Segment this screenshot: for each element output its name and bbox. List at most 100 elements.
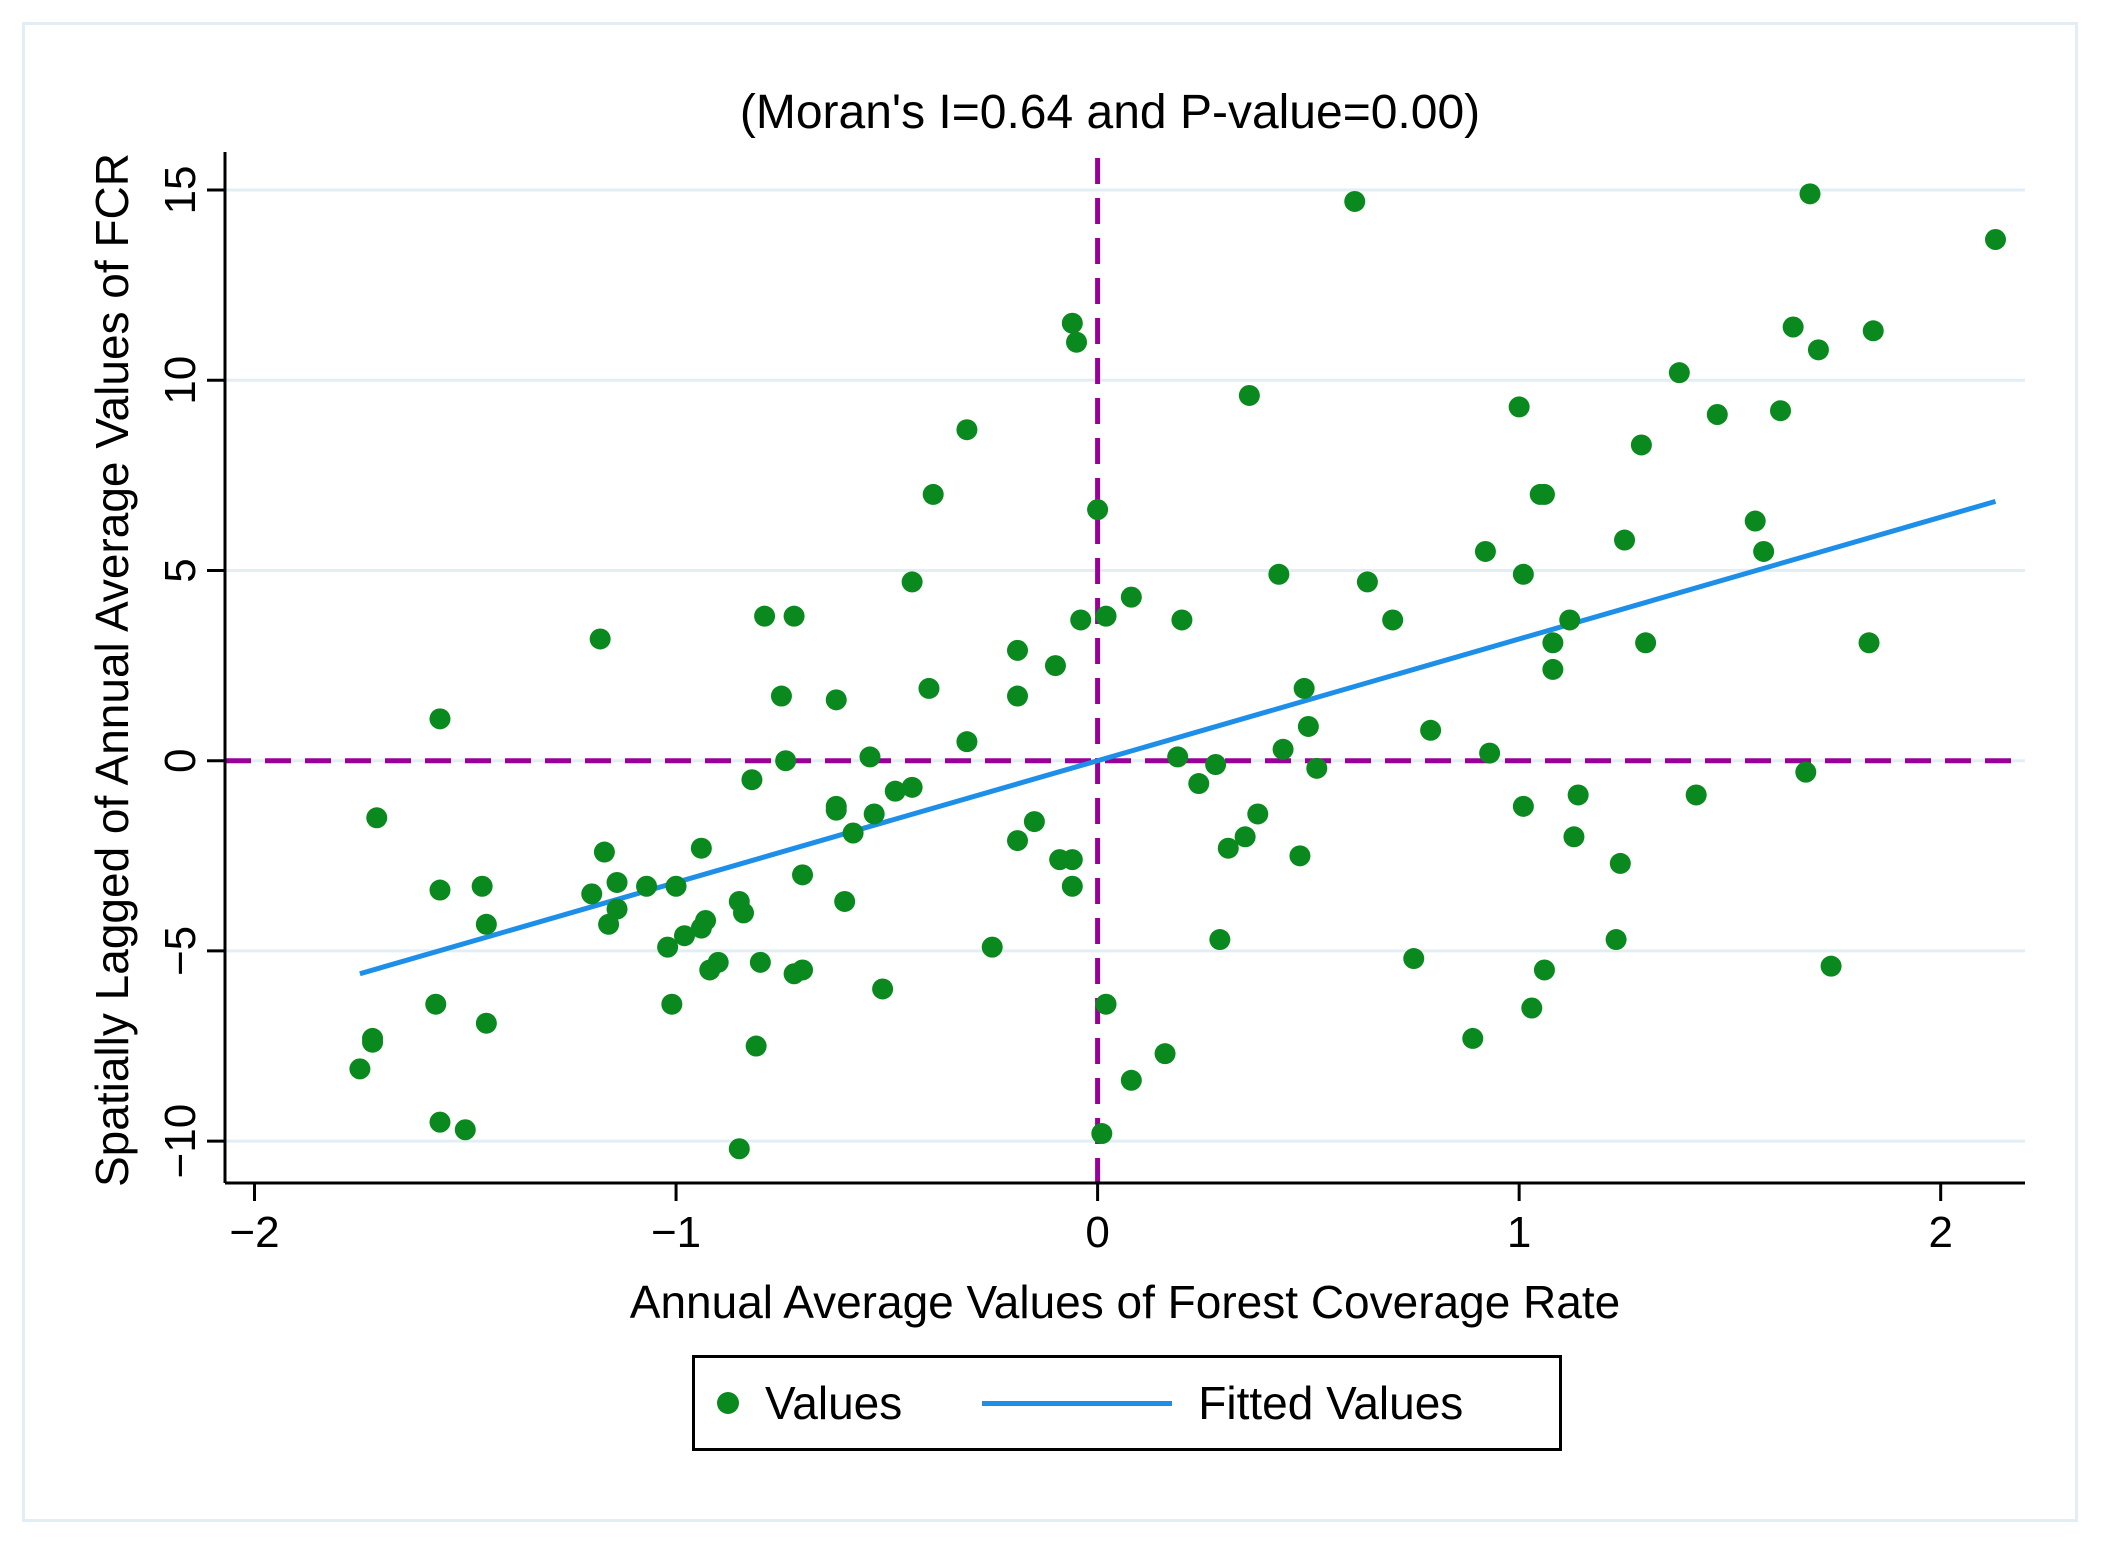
data-point xyxy=(636,875,658,897)
data-point xyxy=(956,731,978,753)
data-point xyxy=(1563,826,1585,848)
data-point xyxy=(1462,1027,1484,1049)
data-point xyxy=(1247,803,1269,825)
data-point xyxy=(770,685,792,707)
data-point xyxy=(475,913,497,935)
y-tick-label: 15 xyxy=(156,166,205,215)
x-tick-label: −2 xyxy=(229,1208,279,1257)
data-point xyxy=(749,951,771,973)
data-point xyxy=(1167,746,1189,768)
x-tick-label: 0 xyxy=(1085,1208,1109,1257)
data-point xyxy=(754,605,776,627)
data-point xyxy=(1272,738,1294,760)
data-point xyxy=(1605,929,1627,951)
data-point xyxy=(429,708,451,730)
data-point xyxy=(842,822,864,844)
data-point xyxy=(1171,609,1193,631)
data-point xyxy=(1044,655,1066,677)
data-point xyxy=(1356,571,1378,593)
data-point xyxy=(792,864,814,886)
data-point xyxy=(1209,929,1231,951)
data-point xyxy=(1799,183,1821,205)
data-point xyxy=(1382,609,1404,631)
legend-values-marker xyxy=(717,1392,739,1414)
data-point xyxy=(1306,757,1328,779)
data-point xyxy=(1403,948,1425,970)
data-point xyxy=(1706,404,1728,426)
data-point xyxy=(1238,384,1260,406)
data-point xyxy=(1512,795,1534,817)
x-axis-title: Annual Average Values of Forest Coverage… xyxy=(630,1276,1620,1328)
data-point xyxy=(657,936,679,958)
y-tick-label: 0 xyxy=(156,748,205,772)
data-point xyxy=(872,978,894,1000)
data-point xyxy=(1205,754,1227,776)
data-point xyxy=(741,769,763,791)
data-point xyxy=(1268,563,1290,585)
y-tick-label: −10 xyxy=(156,1104,205,1179)
data-point xyxy=(1061,875,1083,897)
data-point xyxy=(884,780,906,802)
data-point xyxy=(1007,830,1029,852)
data-point xyxy=(1567,784,1589,806)
data-point xyxy=(1820,955,1842,977)
data-point xyxy=(665,875,687,897)
data-point xyxy=(699,959,721,981)
legend-values-label: Values xyxy=(765,1377,903,1429)
data-point xyxy=(366,807,388,829)
data-point xyxy=(825,799,847,821)
data-point xyxy=(1023,811,1045,833)
data-point xyxy=(1521,997,1543,1019)
data-point xyxy=(1609,852,1631,874)
data-point xyxy=(1770,400,1792,422)
data-point xyxy=(673,925,695,947)
data-point xyxy=(454,1119,476,1141)
y-axis-title: Spatially Lagged of Annual Average Value… xyxy=(86,153,138,1187)
data-point xyxy=(1668,362,1690,384)
data-point xyxy=(1542,632,1564,654)
fitted-line xyxy=(359,498,1997,977)
data-point xyxy=(589,628,611,650)
data-point xyxy=(1007,639,1029,661)
data-point xyxy=(1533,959,1555,981)
data-point xyxy=(1542,658,1564,680)
data-point xyxy=(690,917,712,939)
y-tick-label: 10 xyxy=(156,356,205,405)
data-point xyxy=(1091,1123,1113,1145)
data-point xyxy=(1289,845,1311,867)
data-point xyxy=(1984,229,2006,251)
data-point xyxy=(1095,605,1117,627)
data-point xyxy=(1559,609,1581,631)
data-point xyxy=(1188,773,1210,795)
data-point xyxy=(783,605,805,627)
data-point xyxy=(1066,331,1088,353)
data-point xyxy=(1795,761,1817,783)
legend-fitted-label: Fitted Values xyxy=(1198,1377,1464,1429)
data-point xyxy=(1344,190,1366,212)
data-point xyxy=(1862,320,1884,342)
data-point xyxy=(1753,540,1775,562)
fitted-line-group xyxy=(359,498,1997,977)
data-point xyxy=(362,1031,384,1053)
data-point xyxy=(733,902,755,924)
data-point xyxy=(901,571,923,593)
x-tick-label: 1 xyxy=(1507,1208,1531,1257)
data-point xyxy=(922,483,944,505)
data-point xyxy=(981,936,1003,958)
data-point xyxy=(1234,826,1256,848)
data-point xyxy=(863,803,885,825)
data-point xyxy=(1858,632,1880,654)
data-point xyxy=(783,963,805,985)
x-tick-label: −1 xyxy=(651,1208,701,1257)
data-point xyxy=(825,689,847,711)
data-point xyxy=(1120,1069,1142,1091)
data-point xyxy=(1061,312,1083,334)
data-point xyxy=(1479,742,1501,764)
reference-lines xyxy=(225,158,2025,1183)
data-point xyxy=(349,1058,371,1080)
data-point xyxy=(1635,632,1657,654)
data-point xyxy=(593,841,615,863)
data-point xyxy=(425,993,447,1015)
data-point xyxy=(606,871,628,893)
